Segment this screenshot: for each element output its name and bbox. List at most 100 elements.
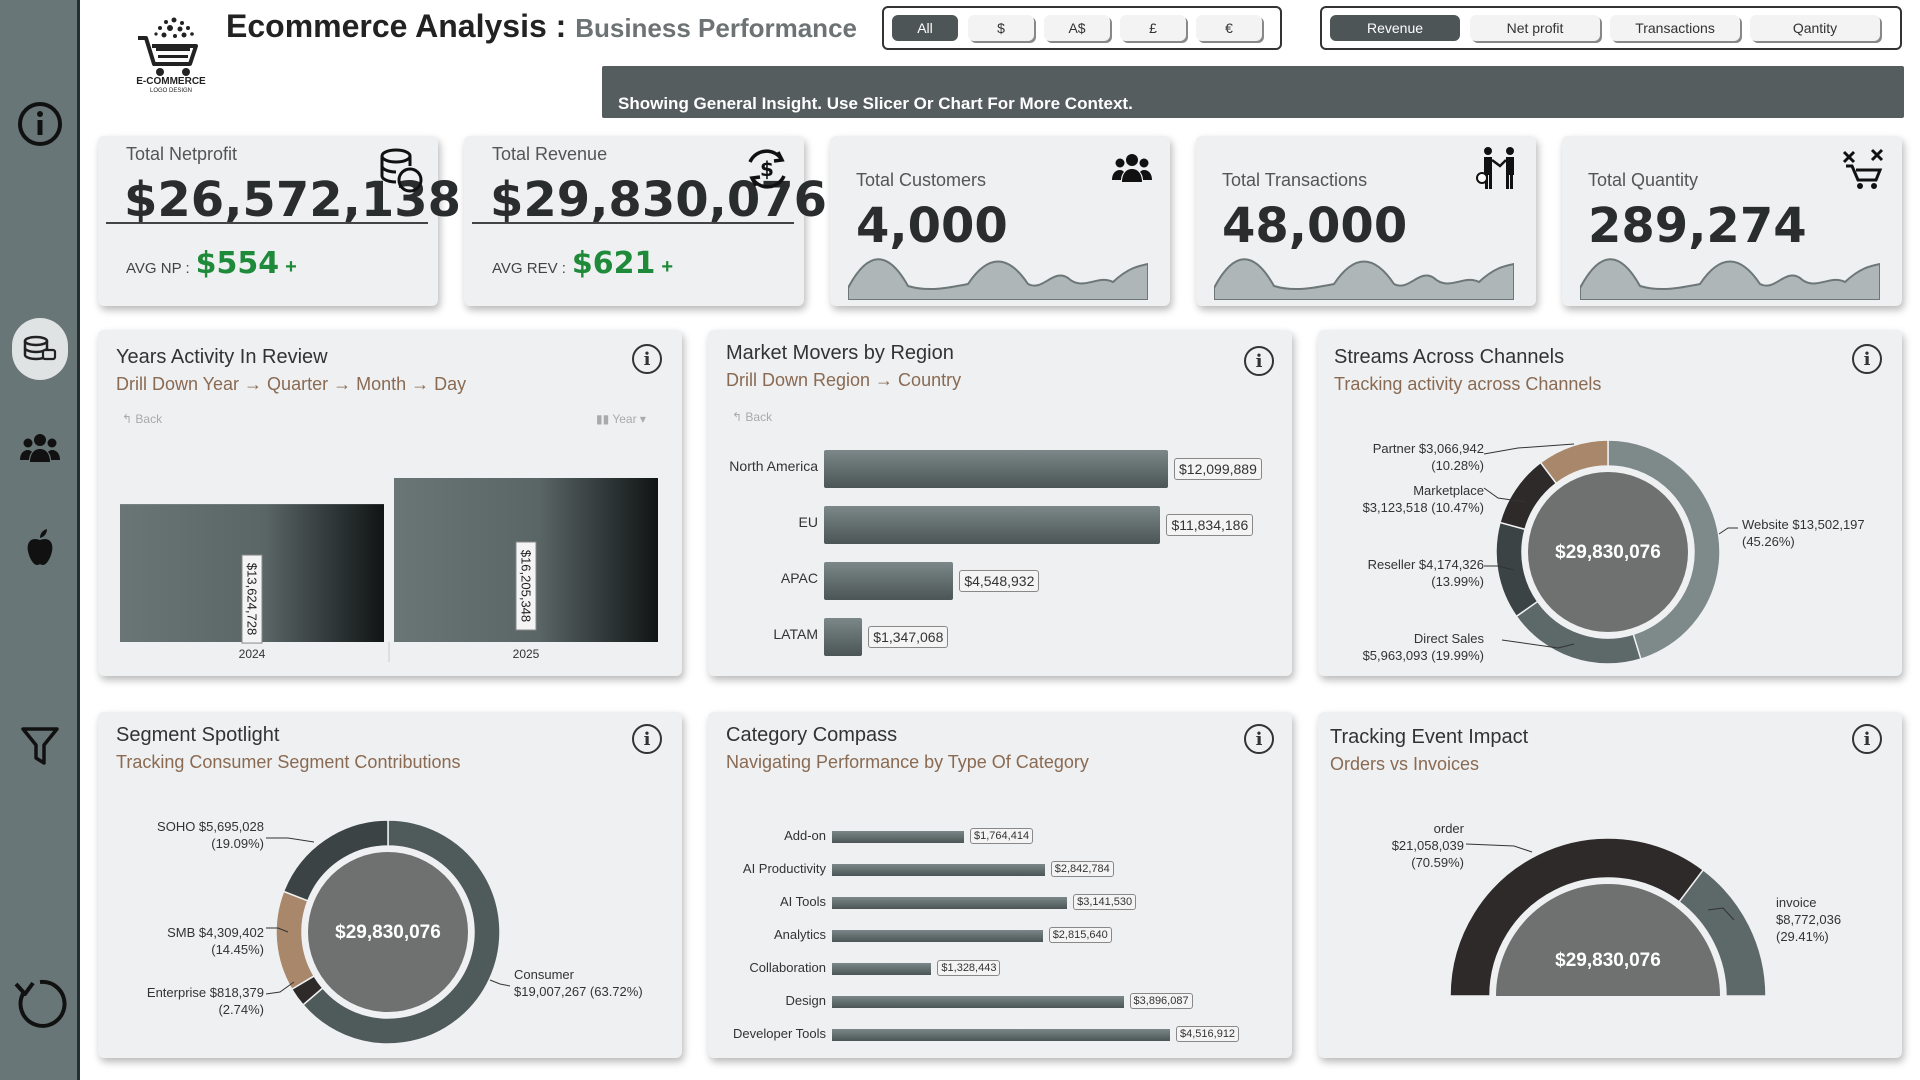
currency-all-button[interactable]: All — [892, 15, 958, 41]
category-label: Analytics — [773, 927, 826, 942]
kpi-quantity-label: Total Quantity — [1588, 170, 1699, 190]
years-panel: Years Activity In Review Drill Down Year… — [98, 330, 682, 676]
drill-back-button[interactable]: ↰ Back — [122, 412, 162, 426]
leader-line — [1484, 565, 1515, 571]
info-icon[interactable]: i — [1852, 344, 1882, 374]
info-icon[interactable]: i — [632, 724, 662, 754]
back-arrow-icon: ↰ — [732, 410, 746, 424]
leader-line — [1483, 443, 1575, 455]
channels-donut[interactable]: $29,830,076 — [1318, 330, 1902, 676]
region-label: LATAM — [773, 626, 818, 642]
kpi-divider — [106, 222, 428, 224]
kpi-customers-label: Total Customers — [856, 170, 987, 190]
database-icon[interactable] — [12, 318, 68, 380]
kpi-netprofit-value: $26,572,138 — [124, 172, 462, 228]
segment-donut[interactable]: $29,830,076 — [98, 712, 682, 1058]
segment-chart[interactable]: $29,830,076 SOHO $5,695,028 (19.09%) SMB $4… — [98, 712, 682, 1058]
category-bar[interactable] — [832, 897, 1068, 909]
kpi-netprofit-card[interactable]: Total Netprofit $26,572,138 AVG NP : $55… — [98, 136, 461, 306]
x-tick-label: 2025 — [513, 647, 540, 661]
info-icon[interactable]: i — [1244, 346, 1274, 376]
region-label: EU — [798, 514, 818, 530]
slice-label-website: Website $13,502,197 (45.26%) — [1742, 516, 1892, 550]
currency-usd-button[interactable]: $ — [968, 15, 1034, 41]
metric-transactions-button[interactable]: Transactions — [1610, 15, 1740, 41]
data-label: $3,896,087 — [1129, 993, 1193, 1009]
region-bar[interactable] — [824, 450, 1168, 488]
currency-aud-button[interactable]: A$ — [1044, 15, 1110, 41]
info-icon[interactable]: i — [632, 344, 662, 374]
donut-center — [308, 852, 468, 1012]
slice-value: $8,772,036 — [1776, 912, 1842, 927]
category-bar[interactable] — [832, 831, 965, 843]
metric-netprofit-button[interactable]: Net profit — [1470, 15, 1600, 41]
center-total-label: $29,830,076 — [1555, 542, 1661, 563]
slice-order[interactable] — [1449, 837, 1705, 997]
kpi-revenue-card[interactable]: Total Revenue $29,830,076 AVG REV : $621… — [464, 136, 827, 306]
channels-chart[interactable]: $29,830,076 Website $13,502,197 (45.26%) Di… — [1318, 330, 1902, 676]
customers-icon[interactable] — [12, 420, 68, 476]
data-label: $3,141,530 — [1073, 894, 1137, 910]
kpi-transactions-value: 48,000 — [1222, 198, 1408, 254]
slice-label-soho: SOHO $5,695,028 (19.09%) — [98, 818, 264, 852]
data-label: $11,834,186 — [1166, 514, 1254, 536]
filter-icon[interactable] — [12, 718, 68, 774]
region-bar[interactable] — [824, 618, 863, 656]
kpi-netprofit-label: Total Netprofit — [126, 144, 238, 164]
currency-gbp-button[interactable]: £ — [1120, 15, 1186, 41]
data-label-box — [241, 554, 263, 644]
category-label: AI Tools — [779, 894, 826, 909]
drill-level-dropdown[interactable]: ▮▮ Year ▾ — [596, 412, 646, 426]
channels-panel-subtitle: Tracking activity across Channels — [1334, 374, 1602, 394]
info-icon[interactable]: i — [1852, 724, 1882, 754]
category-bar[interactable] — [832, 963, 932, 975]
events-panel-subtitle: Orders vs Invoices — [1330, 754, 1480, 774]
leader-line — [1718, 527, 1738, 535]
region-panel: Market Movers by Region Drill Down Regio… — [708, 330, 1292, 676]
slice-label-smb: SMB $4,309,402 (14.45%) — [98, 924, 264, 958]
category-bar[interactable] — [832, 996, 1124, 1008]
region-bar[interactable] — [824, 562, 954, 600]
slice-pct: (14.45%) — [211, 942, 264, 957]
category-bar[interactable] — [832, 864, 1045, 876]
category-label: Design — [785, 993, 826, 1008]
kpi-transactions-card[interactable]: Total Transactions 48,000 — [1196, 136, 1536, 306]
apple-icon[interactable] — [12, 520, 68, 576]
metric-revenue-button[interactable]: Revenue — [1330, 15, 1460, 41]
events-chart[interactable]: $29,830,076 order $21,058,039 (70.59%) invoi… — [1318, 712, 1902, 1058]
region-chart[interactable]: North America $12,099,889 EU $11,834,186 APA… — [708, 430, 1292, 670]
leader-line — [1707, 907, 1735, 921]
back-arrow-icon: ↰ — [122, 412, 136, 426]
currency-eur-button[interactable]: € — [1196, 15, 1262, 41]
leader-line — [266, 927, 289, 933]
back-label: Back — [745, 410, 773, 424]
kpi-quantity-value: 289,274 — [1588, 198, 1807, 254]
region-bar[interactable] — [824, 506, 1161, 544]
center-total-label: $29,830,076 — [1555, 950, 1661, 971]
data-label: $4,548,932 — [959, 570, 1040, 592]
drill-back-button[interactable]: ↰ Back — [732, 410, 772, 424]
avg-rev-value: $621 — [571, 246, 656, 281]
info-icon[interactable] — [12, 96, 68, 152]
years-chart[interactable]: $13,624,728 2024 $16,205,348 2025 — [98, 430, 682, 670]
category-bar[interactable] — [832, 930, 1043, 942]
kpi-customers-value: 4,000 — [856, 198, 1008, 254]
transaction-people-icon — [1476, 147, 1514, 189]
slice-soho[interactable] — [282, 819, 389, 902]
svg-text:$: $ — [760, 157, 774, 181]
refresh-icon[interactable] — [12, 976, 68, 1032]
metric-quantity-button[interactable]: Qantity — [1750, 15, 1880, 41]
slice-consumer[interactable] — [301, 819, 501, 1045]
category-chart[interactable]: Add-on $1,764,414 AI Productivity $2,842,78… — [708, 712, 1292, 1058]
slice-name-value: Partner $3,066,942 — [1372, 441, 1484, 456]
category-bar[interactable] — [832, 1029, 1170, 1041]
kpi-quantity-card[interactable]: Total Quantity 289,274 — [1562, 136, 1902, 306]
slice-name-value: SOHO $5,695,028 — [157, 819, 264, 834]
kpi-customers-card[interactable]: Total Customers 4,000 — [830, 136, 1170, 306]
slice-invoice[interactable] — [1678, 868, 1767, 997]
slice-label-reseller: Reseller $4,174,326 (13.99%) — [1318, 556, 1484, 590]
title-sub: Business Performance — [575, 13, 857, 43]
events-gauge[interactable]: $29,830,076 — [1318, 712, 1902, 1058]
slice-value-pct: $19,007,267 (63.72%) — [514, 984, 643, 999]
info-icon[interactable]: i — [1244, 724, 1274, 754]
